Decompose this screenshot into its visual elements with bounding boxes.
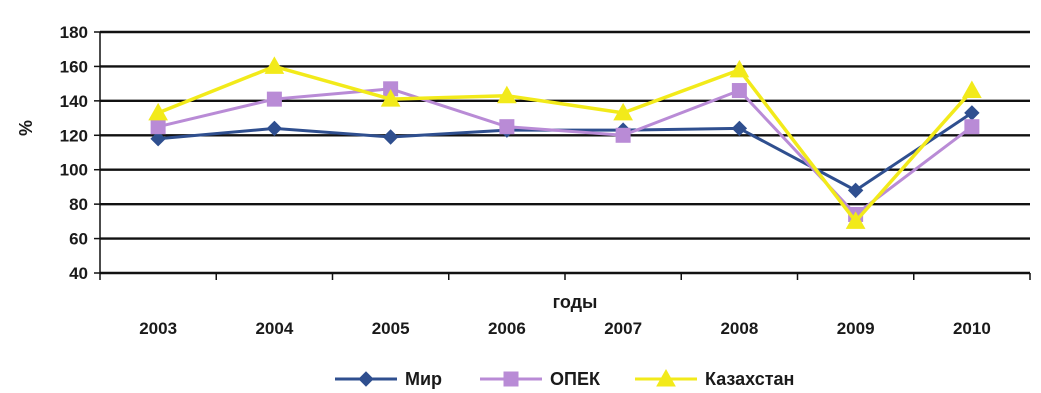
data-point bbox=[380, 89, 401, 107]
data-point bbox=[613, 102, 633, 121]
series-line bbox=[157, 111, 973, 192]
data-point bbox=[729, 59, 750, 78]
x-tick-label: 2003 bbox=[139, 319, 177, 338]
legend: Мир ОПЕК Казахстан bbox=[335, 368, 794, 389]
data-point bbox=[845, 211, 866, 229]
labels: % годы bbox=[16, 120, 597, 312]
legend-marker bbox=[503, 371, 519, 387]
data-point bbox=[847, 182, 864, 199]
y-tick-label: 60 bbox=[69, 230, 88, 249]
x-tick-label: 2008 bbox=[720, 319, 758, 338]
data-point bbox=[499, 119, 515, 135]
data-point bbox=[962, 80, 982, 99]
x-axis-title: годы bbox=[553, 292, 598, 312]
legend-marker bbox=[656, 368, 676, 387]
series-1 bbox=[150, 105, 980, 199]
data-point bbox=[615, 127, 631, 143]
data-point bbox=[148, 102, 168, 121]
gridlines bbox=[100, 30, 1030, 275]
y-tick-label: 80 bbox=[69, 195, 88, 214]
legend-label: Казахстан bbox=[705, 369, 794, 389]
y-tick-label: 40 bbox=[69, 264, 88, 283]
data-point bbox=[964, 119, 980, 135]
y-tick-label: 120 bbox=[60, 126, 88, 145]
data-point bbox=[497, 85, 517, 104]
y-axis-title: % bbox=[16, 120, 36, 136]
x-tick-label: 2009 bbox=[837, 319, 875, 338]
axes: 40 60 80 100 120 140 160 180 2003 2004 2005 2006 200… bbox=[60, 23, 1031, 338]
y-tick-label: 140 bbox=[60, 92, 88, 111]
legend-label: Мир bbox=[405, 369, 442, 389]
series-line bbox=[157, 87, 973, 216]
y-tick-label: 180 bbox=[60, 23, 88, 42]
data-point bbox=[731, 120, 748, 137]
x-tick-label: 2007 bbox=[604, 319, 642, 338]
x-tick-label: 2005 bbox=[372, 319, 410, 338]
legend-label: ОПЕК bbox=[550, 369, 601, 389]
y-tick-label: 160 bbox=[60, 57, 88, 76]
series-line bbox=[157, 64, 974, 224]
x-tick-label: 2010 bbox=[953, 319, 991, 338]
data-point bbox=[382, 129, 399, 145]
data-point bbox=[731, 83, 747, 99]
x-tick-label: 2006 bbox=[488, 319, 526, 338]
data-point bbox=[150, 131, 166, 147]
data-point bbox=[266, 91, 282, 107]
data-point bbox=[264, 56, 285, 74]
data-point bbox=[266, 120, 283, 137]
series-group bbox=[148, 56, 982, 229]
y-tick-label: 100 bbox=[60, 161, 88, 180]
data-point bbox=[150, 119, 166, 135]
x-tick-label: 2004 bbox=[255, 319, 293, 338]
series-3 bbox=[148, 56, 982, 229]
legend-item: Мир bbox=[335, 369, 442, 389]
legend-item: Казахстан bbox=[635, 368, 794, 389]
legend-item: ОПЕК bbox=[480, 369, 601, 389]
legend-marker bbox=[358, 371, 374, 387]
